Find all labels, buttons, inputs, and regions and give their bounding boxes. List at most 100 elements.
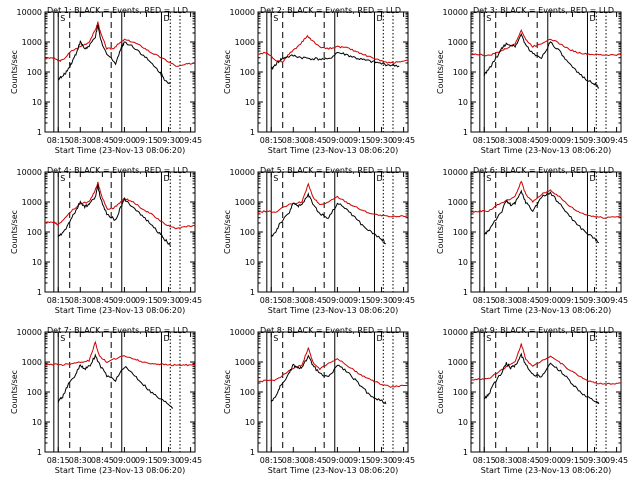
chart-panel-2: Det 2: BLACK = Events, RED = LLD 1 10 100 10… xyxy=(223,6,415,155)
plot-frame xyxy=(470,11,622,133)
annotation-label: S xyxy=(486,174,491,183)
y-tick-label: 100 xyxy=(453,228,468,237)
x-tick-label: 08:15 xyxy=(47,456,70,465)
x-tick-label: 09:30 xyxy=(370,136,393,145)
annotation-label: D xyxy=(163,14,169,23)
annotation-label: D xyxy=(376,174,382,183)
y-tick-label: 100 xyxy=(27,388,42,397)
y-tick-label: 1 xyxy=(37,448,42,457)
x-tick-label: 09:45 xyxy=(179,136,202,145)
y-axis-label: Counts/sec xyxy=(10,50,19,94)
y-tick-label: 1 xyxy=(250,448,255,457)
x-tick-label: 09:15 xyxy=(135,136,158,145)
series-line-2 xyxy=(270,191,387,245)
annotation-label: D xyxy=(163,174,169,183)
plot-frame xyxy=(44,11,196,133)
chart-panel-7: Det 7: BLACK = Events, RED = LLD 1 10 100 10… xyxy=(10,326,202,475)
series-line-1 xyxy=(45,340,195,367)
x-tick-label: 08:45 xyxy=(517,296,540,305)
y-tick-label: 1 xyxy=(463,288,468,297)
annotation-label: D xyxy=(589,174,595,183)
x-tick-label: 08:45 xyxy=(91,136,114,145)
chart-title: Det 6: BLACK = Events, RED = LLD xyxy=(473,166,614,175)
y-tick-label: 1000 xyxy=(22,38,42,47)
x-tick-label: 08:15 xyxy=(47,136,70,145)
plot-frame xyxy=(44,171,196,293)
x-tick-label: 09:45 xyxy=(179,456,202,465)
series-line-2 xyxy=(270,51,400,71)
y-tick-label: 100 xyxy=(27,68,42,77)
series-line-2 xyxy=(57,353,174,409)
x-tick-label: 08:45 xyxy=(91,296,114,305)
x-tick-label: 08:30 xyxy=(282,456,305,465)
series-group xyxy=(258,34,408,71)
y-tick-label: 1000 xyxy=(235,198,255,207)
x-axis-label: Start Time (23-Nov-13 08:06:20) xyxy=(268,146,398,155)
series-line-1 xyxy=(258,346,408,388)
x-tick-label: 08:30 xyxy=(282,136,305,145)
x-axis-label: Start Time (23-Nov-13 08:06:20) xyxy=(55,146,185,155)
series-group xyxy=(258,346,408,405)
annotation-label: S xyxy=(273,334,278,343)
y-tick-label: 1 xyxy=(250,128,255,137)
y-tick-label: 1000 xyxy=(235,358,255,367)
chart-title: Det 1: BLACK = Events, RED = LLD xyxy=(47,6,188,15)
y-tick-label: 10 xyxy=(458,418,468,427)
chart-panel-9: Det 9: BLACK = Events, RED = LLD 1 10 100 10… xyxy=(436,326,628,475)
x-tick-label: 09:00 xyxy=(539,136,562,145)
x-tick-label: 08:30 xyxy=(69,456,92,465)
chart-title: Det 3: BLACK = Events, RED = LLD xyxy=(473,6,614,15)
series-group xyxy=(45,340,195,409)
x-tick-label: 08:30 xyxy=(282,296,305,305)
annotation-label: S xyxy=(273,174,278,183)
y-tick-label: 10000 xyxy=(230,328,255,337)
x-tick-label: 09:45 xyxy=(605,296,628,305)
x-tick-label: 08:30 xyxy=(495,136,518,145)
x-tick-label: 09:45 xyxy=(605,456,628,465)
y-tick-label: 1000 xyxy=(22,198,42,207)
series-group xyxy=(471,180,621,244)
x-axis-label: Start Time (23-Nov-13 08:06:20) xyxy=(55,306,185,315)
x-axis-label: Start Time (23-Nov-13 08:06:20) xyxy=(481,466,611,475)
series-line-2 xyxy=(270,354,387,405)
annotation-label: S xyxy=(60,14,65,23)
annotation-label: D xyxy=(163,334,169,343)
y-tick-label: 10 xyxy=(458,258,468,267)
chart-title: Det 2: BLACK = Events, RED = LLD xyxy=(260,6,401,15)
y-tick-label: 100 xyxy=(453,388,468,397)
y-tick-label: 10000 xyxy=(230,168,255,177)
chart-title: Det 4: BLACK = Events, RED = LLD xyxy=(47,166,188,175)
x-tick-label: 08:15 xyxy=(260,456,283,465)
y-tick-label: 100 xyxy=(240,68,255,77)
y-tick-label: 100 xyxy=(240,228,255,237)
x-tick-label: 08:45 xyxy=(517,136,540,145)
chart-panel-1: Det 1: BLACK = Events, RED = LLD 1 10 100 10… xyxy=(10,6,202,155)
x-tick-label: 08:15 xyxy=(260,296,283,305)
y-tick-label: 10 xyxy=(32,258,42,267)
series-group xyxy=(471,28,621,89)
annotation-label: D xyxy=(376,14,382,23)
y-tick-label: 1 xyxy=(463,448,468,457)
y-tick-label: 1 xyxy=(463,128,468,137)
x-tick-label: 09:15 xyxy=(348,136,371,145)
x-axis-label: Start Time (23-Nov-13 08:06:20) xyxy=(268,466,398,475)
series-line-1 xyxy=(471,28,621,57)
plot-frame xyxy=(257,11,409,133)
y-axis-label: Counts/sec xyxy=(223,50,232,94)
series-line-2 xyxy=(484,189,600,244)
y-tick-label: 10000 xyxy=(443,168,468,177)
x-tick-label: 08:15 xyxy=(473,136,496,145)
annotation-label: S xyxy=(60,174,65,183)
annotation-label: S xyxy=(486,334,491,343)
series-line-1 xyxy=(471,180,621,219)
plot-frame xyxy=(470,171,622,293)
x-tick-label: 09:30 xyxy=(157,456,180,465)
series-line-1 xyxy=(258,34,408,64)
series-line-2 xyxy=(57,184,171,246)
y-tick-label: 1000 xyxy=(235,38,255,47)
y-tick-label: 100 xyxy=(27,228,42,237)
x-tick-label: 09:00 xyxy=(539,456,562,465)
x-tick-label: 08:30 xyxy=(495,296,518,305)
